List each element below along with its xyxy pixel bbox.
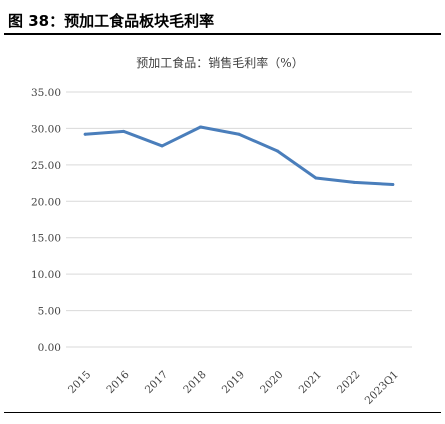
- data-point: [83, 132, 87, 136]
- x-tick-label: 2023Q1: [363, 369, 401, 407]
- data-point: [314, 176, 318, 180]
- y-tick-label: 30.00: [31, 123, 61, 135]
- series-layer: [83, 125, 395, 187]
- x-tick-label: 2018: [181, 369, 208, 396]
- data-point: [160, 144, 164, 148]
- x-tick-label: 2019: [220, 369, 247, 396]
- figure-title: 图 38：预加工食品板块毛利率: [8, 12, 215, 30]
- data-point: [275, 149, 279, 153]
- data-point: [391, 183, 395, 187]
- y-axis-ticks: 35.00 30.00 25.00 20.00 15.00 10.00 5.00 0.00: [31, 87, 61, 354]
- x-tick-label: 2022: [335, 369, 362, 396]
- y-tick-label: 25.00: [31, 160, 61, 172]
- bottom-rule: [4, 412, 441, 413]
- x-tick-label: 2015: [66, 369, 93, 396]
- top-rule: [4, 33, 441, 35]
- y-tick-label: 5.00: [38, 306, 61, 318]
- y-tick-label: 0.00: [38, 342, 61, 354]
- line-chart: 预加工食品：销售毛利率（%） 35.00 30.00 25.00 20.00 15.00…: [31, 55, 412, 407]
- data-point: [237, 132, 241, 136]
- gridlines: [66, 91, 412, 348]
- y-tick-label: 10.00: [31, 269, 61, 281]
- x-tick-label: 2017: [143, 369, 170, 396]
- figure-header: 图 38：预加工食品板块毛利率: [4, 6, 441, 34]
- x-tick-label: 2016: [104, 368, 132, 396]
- y-tick-label: 20.00: [31, 196, 61, 208]
- y-tick-label: 35.00: [31, 87, 61, 99]
- x-tick-label: 2021: [297, 369, 324, 396]
- x-axis-ticks: 2015 2016 2017 2018 2019 2020 2021 2022 2023Q1: [66, 368, 401, 406]
- y-tick-label: 15.00: [31, 233, 61, 245]
- x-tick-label: 2020: [258, 369, 285, 396]
- data-point: [199, 125, 203, 129]
- chart-title: 预加工食品：销售毛利率（%）: [136, 55, 303, 70]
- data-point: [122, 129, 126, 133]
- data-point: [352, 180, 356, 184]
